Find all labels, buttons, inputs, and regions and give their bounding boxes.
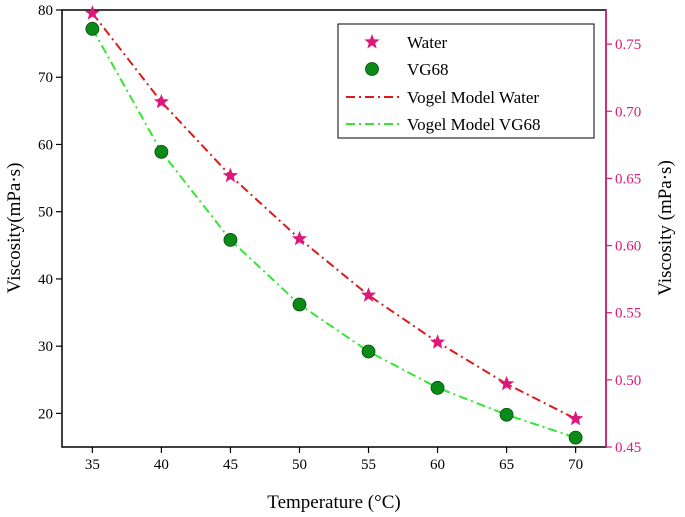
vogel-model-vg68-line <box>91 28 576 439</box>
legend-swatch-vg68 <box>365 62 379 76</box>
vg68-point-2 <box>223 233 238 247</box>
right-y-axis: 0.45 0.50 0.55 0.60 0.65 0.70 0.75 <box>606 37 641 456</box>
y-left-tick-label-2: 40 <box>38 272 53 288</box>
y-right-tick-label-2: 0.55 <box>615 306 641 322</box>
vg68-point-7 <box>568 430 583 445</box>
water-point-0 <box>84 5 100 20</box>
x-tick-label-0: 35 <box>85 457 100 473</box>
legend-label-vg68: VG68 <box>407 60 449 79</box>
x-tick-label-2: 45 <box>223 457 238 473</box>
data-markers <box>84 5 584 445</box>
vg68-point-6 <box>499 407 514 422</box>
vg68-point-5 <box>430 380 445 395</box>
x-axis-title: Temperature (°C) <box>267 492 400 513</box>
legend: Water VG68 Vogel Model Water Vogel Model VG… <box>337 23 595 139</box>
x-tick-label-7: 70 <box>568 457 583 473</box>
x-tick-label-5: 60 <box>430 457 445 473</box>
right-y-axis-title: Viscosity (mPa·s) <box>655 160 676 296</box>
x-tick-label-1: 40 <box>154 457 169 473</box>
y-right-tick-label-5: 0.70 <box>615 104 641 120</box>
y-left-tick-label-1: 30 <box>38 339 53 355</box>
water-point-6 <box>499 375 515 391</box>
legend-label-vogel-model-water: Vogel Model Water <box>407 88 539 107</box>
legend-box <box>337 23 595 139</box>
y-left-tick-label-5: 70 <box>38 70 53 86</box>
water-point-1 <box>153 93 169 109</box>
water-point-2 <box>222 167 239 183</box>
y-left-tick-label-3: 50 <box>38 205 53 221</box>
y-right-tick-label-4: 0.65 <box>615 171 641 187</box>
model-lines <box>91 12 577 439</box>
vg68-point-3 <box>292 297 307 312</box>
left-y-axis-title: Viscosity(mPa·s) <box>4 163 25 294</box>
x-tick-label-6: 65 <box>499 457 514 473</box>
water-point-7 <box>568 410 584 426</box>
x-tick-label-4: 55 <box>361 457 376 473</box>
left-y-axis: 20 30 40 50 60 70 80 <box>38 3 62 422</box>
y-right-tick-label-0: 0.45 <box>615 440 641 456</box>
water-point-5 <box>429 334 446 349</box>
vg68-point-0 <box>85 21 100 36</box>
x-axis: 35 40 45 50 55 60 65 70 <box>85 447 583 473</box>
legend-label-vogel-model-vg68: Vogel Model VG68 <box>407 115 541 134</box>
y-right-tick-label-1: 0.50 <box>615 373 641 389</box>
water-point-3 <box>291 230 308 246</box>
water-point-4 <box>360 287 377 302</box>
legend-swatch-water <box>364 34 380 49</box>
legend-label-water: Water <box>407 33 447 52</box>
y-left-tick-label-0: 20 <box>38 406 53 422</box>
y-right-tick-label-6: 0.75 <box>615 37 641 53</box>
vg68-point-4 <box>361 344 376 359</box>
y-left-tick-label-6: 80 <box>38 3 53 19</box>
y-left-tick-label-4: 60 <box>38 137 53 153</box>
vg68-point-1 <box>154 144 169 159</box>
y-right-tick-label-3: 0.60 <box>615 239 641 255</box>
x-tick-label-3: 50 <box>292 457 307 473</box>
vogel-model-water-line <box>91 12 577 420</box>
